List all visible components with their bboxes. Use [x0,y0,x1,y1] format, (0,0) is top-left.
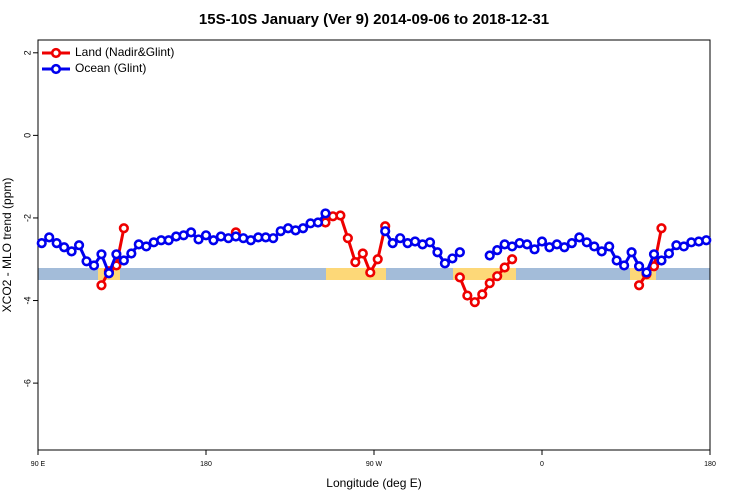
point [484,250,495,261]
y-tick-label: -4 [22,297,32,305]
point [462,290,473,301]
y-tick-label: 2 [22,50,32,55]
point [118,255,129,266]
point [36,238,47,249]
y-tick-label: -2 [22,214,32,222]
point [96,280,107,291]
legend-label: Ocean (Glint) [75,61,146,75]
y-axis-label: XCO2 - MLO trend (ppm) [0,178,14,313]
point [663,248,675,259]
x-tick-label: 90 W [366,461,383,468]
point [51,238,62,249]
point [126,248,137,259]
point [484,278,495,289]
point [365,267,376,278]
point [193,234,204,245]
point [73,240,85,251]
point [656,255,667,266]
point [59,242,70,253]
point [626,247,637,258]
point [380,226,391,237]
point [469,297,480,308]
point [163,235,174,246]
point [141,241,152,252]
point [499,262,510,273]
x-axis-label: Longitude (deg E) [326,476,421,490]
point [589,241,600,252]
point [701,235,712,246]
legend-marker [50,63,62,75]
point [81,256,92,267]
point [312,217,324,228]
point [581,237,592,248]
point [604,241,615,252]
point [424,237,436,248]
point [529,244,540,255]
y-tick-label: 0 [22,133,32,138]
x-tick-label: 180 [704,461,716,468]
point [648,249,660,260]
x-tick-label: 180 [200,461,212,468]
point [559,242,570,253]
point [342,233,353,244]
point [372,254,383,265]
point [611,255,622,266]
point [118,223,129,234]
point [103,268,115,279]
point [633,261,645,272]
point [439,258,451,269]
point [477,289,488,300]
point [678,241,689,252]
point [566,238,577,249]
point [350,257,361,268]
point [633,280,645,291]
point [208,235,219,246]
legend-marker [50,47,62,59]
point [320,208,331,219]
point [656,223,667,234]
point [200,230,212,241]
point [111,249,122,260]
point [268,233,279,244]
point [454,247,465,258]
point [395,233,406,244]
point [492,245,503,256]
point [492,271,503,282]
chart-title: 15S-10S January (Ver 9) 2014-09-06 to 20… [199,11,549,28]
point [66,246,77,257]
y-tick-label: -6 [22,379,32,387]
point [619,260,630,271]
point [96,249,107,260]
point [507,254,518,265]
point [357,248,368,259]
point [44,232,55,243]
point [335,210,346,221]
legend-label: Land (Nadir&Glint) [75,45,174,59]
land-band [326,268,386,280]
point [641,267,652,278]
point [447,253,458,264]
point [432,247,443,258]
point [574,232,585,243]
point [596,246,607,257]
x-tick-label: 90 E [31,461,46,468]
point [88,260,100,271]
x-tick-label: 0 [540,461,544,468]
point [297,223,309,234]
point [387,238,398,249]
point [521,239,533,250]
point [536,236,548,247]
point [185,227,197,238]
point [454,272,465,283]
